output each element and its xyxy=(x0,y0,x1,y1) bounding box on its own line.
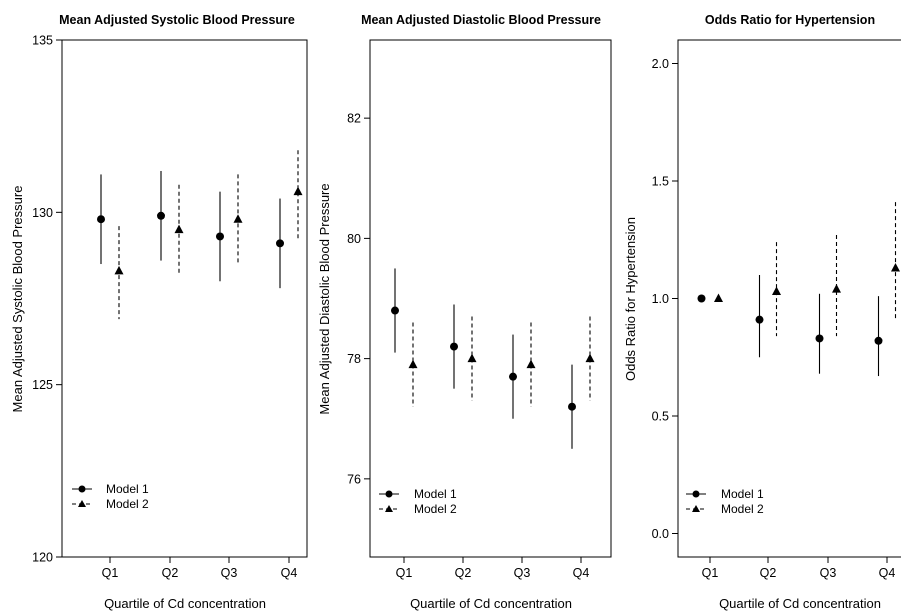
y-axis-label: Mean Adjusted Systolic Blood Pressure xyxy=(10,186,25,413)
y-tick-label: 2.0 xyxy=(652,57,669,71)
plot-frame xyxy=(677,39,901,558)
legend-label-model-1: Model 1 xyxy=(106,482,149,496)
data-point-triangle xyxy=(832,284,841,293)
x-tick-label: Q3 xyxy=(820,566,837,580)
x-axis-ticks: Q1 Q2 Q3 Q4 xyxy=(102,557,298,580)
data-point-circle xyxy=(509,372,517,381)
x-tick-label: Q3 xyxy=(514,566,531,580)
y-tick-label: 78 xyxy=(347,352,361,366)
y-tick-label: 120 xyxy=(32,551,53,565)
x-axis-ticks: Q1 Q2 Q3 Q4 xyxy=(396,557,590,580)
legend-label-model-1: Model 1 xyxy=(721,487,764,501)
y-tick-label: 1.0 xyxy=(652,292,669,306)
legend-label-model-2: Model 2 xyxy=(106,497,149,511)
panel-title: Odds Ratio for Hypertension xyxy=(705,13,875,27)
x-tick-label: Q2 xyxy=(162,566,179,580)
y-axis-label: Odds Ratio for Hypertension xyxy=(623,217,638,381)
x-tick-label: Q2 xyxy=(760,566,777,580)
data-point-circle xyxy=(276,239,284,248)
data-marks xyxy=(391,268,595,449)
x-axis-label: Quartile of Cd concentration xyxy=(719,596,881,611)
y-tick-label: 80 xyxy=(347,232,361,246)
data-marks xyxy=(697,202,900,377)
y-tick-label: 76 xyxy=(347,472,361,486)
data-point-triangle xyxy=(526,359,536,369)
data-point-circle xyxy=(697,294,706,303)
y-tick-label: 1.5 xyxy=(652,175,669,189)
data-point-triangle xyxy=(114,265,124,275)
data-marks xyxy=(97,150,303,320)
data-point-triangle xyxy=(293,186,303,196)
x-tick-label: Q1 xyxy=(102,566,119,580)
data-point-triangle xyxy=(585,353,595,363)
x-axis-ticks: Q1 Q2 Q3 Q4 xyxy=(702,557,896,580)
legend-marker-model-2 xyxy=(385,505,393,512)
x-tick-label: Q1 xyxy=(396,566,413,580)
panel-systolic: Mean Adjusted Systolic Blood Pressure Me… xyxy=(10,13,308,611)
y-tick-label: 135 xyxy=(32,34,53,48)
x-tick-label: Q4 xyxy=(573,566,590,580)
legend-label-model-2: Model 2 xyxy=(721,502,764,516)
legend-marker-model-1 xyxy=(78,485,86,493)
data-point-circle xyxy=(216,232,224,241)
y-tick-label: 0.5 xyxy=(652,410,669,424)
plot-frame xyxy=(61,39,308,558)
legend-marker-model-2 xyxy=(78,500,86,507)
legend: Model 1 Model 2 xyxy=(686,487,764,516)
y-axis-ticks: 120 125 130 135 xyxy=(32,34,62,565)
panel-title: Mean Adjusted Systolic Blood Pressure xyxy=(59,13,295,27)
data-point-triangle xyxy=(174,224,184,234)
y-tick-label: 130 xyxy=(32,206,53,220)
legend-marker-model-1 xyxy=(692,490,700,498)
panel-odds-ratio: Odds Ratio for Hypertension Odds Ratio f… xyxy=(623,13,901,611)
legend: Model 1 Model 2 xyxy=(379,487,457,516)
x-tick-label: Q1 xyxy=(702,566,719,580)
legend-marker-model-1 xyxy=(385,490,393,498)
legend-label-model-1: Model 1 xyxy=(414,487,457,501)
data-point-circle xyxy=(755,315,764,324)
x-tick-label: Q4 xyxy=(879,566,896,580)
legend: Model 1 Model 2 xyxy=(72,482,149,511)
data-point-triangle xyxy=(772,286,781,295)
y-axis-ticks: 0.0 0.5 1.0 1.5 2.0 xyxy=(652,57,678,541)
data-point-triangle xyxy=(891,262,900,272)
panel-title: Mean Adjusted Diastolic Blood Pressure xyxy=(361,13,601,27)
x-tick-label: Q2 xyxy=(455,566,472,580)
y-axis-ticks: 76 78 80 82 xyxy=(347,112,370,486)
x-axis-label: Quartile of Cd concentration xyxy=(410,596,572,611)
data-point-circle xyxy=(97,215,105,224)
data-point-triangle xyxy=(714,293,723,302)
data-point-triangle xyxy=(408,359,418,369)
data-point-circle xyxy=(157,211,165,220)
data-point-triangle xyxy=(467,353,477,363)
data-point-circle xyxy=(815,334,824,343)
data-point-circle xyxy=(391,306,399,315)
legend-marker-model-2 xyxy=(692,505,700,512)
y-tick-label: 0.0 xyxy=(652,527,669,541)
y-tick-label: 82 xyxy=(347,112,361,126)
x-tick-label: Q3 xyxy=(221,566,238,580)
plot-frame xyxy=(369,39,612,558)
y-axis-label: Mean Adjusted Diastolic Blood Pressure xyxy=(317,183,332,414)
data-point-triangle xyxy=(233,214,243,223)
legend-label-model-2: Model 2 xyxy=(414,502,457,516)
data-point-circle xyxy=(874,336,883,345)
data-point-circle xyxy=(450,342,458,351)
x-axis-label: Quartile of Cd concentration xyxy=(104,596,266,611)
data-point-circle xyxy=(568,402,576,411)
y-tick-label: 125 xyxy=(32,378,53,392)
panel-diastolic: Mean Adjusted Diastolic Blood Pressure M… xyxy=(317,13,612,611)
x-tick-label: Q4 xyxy=(281,566,298,580)
